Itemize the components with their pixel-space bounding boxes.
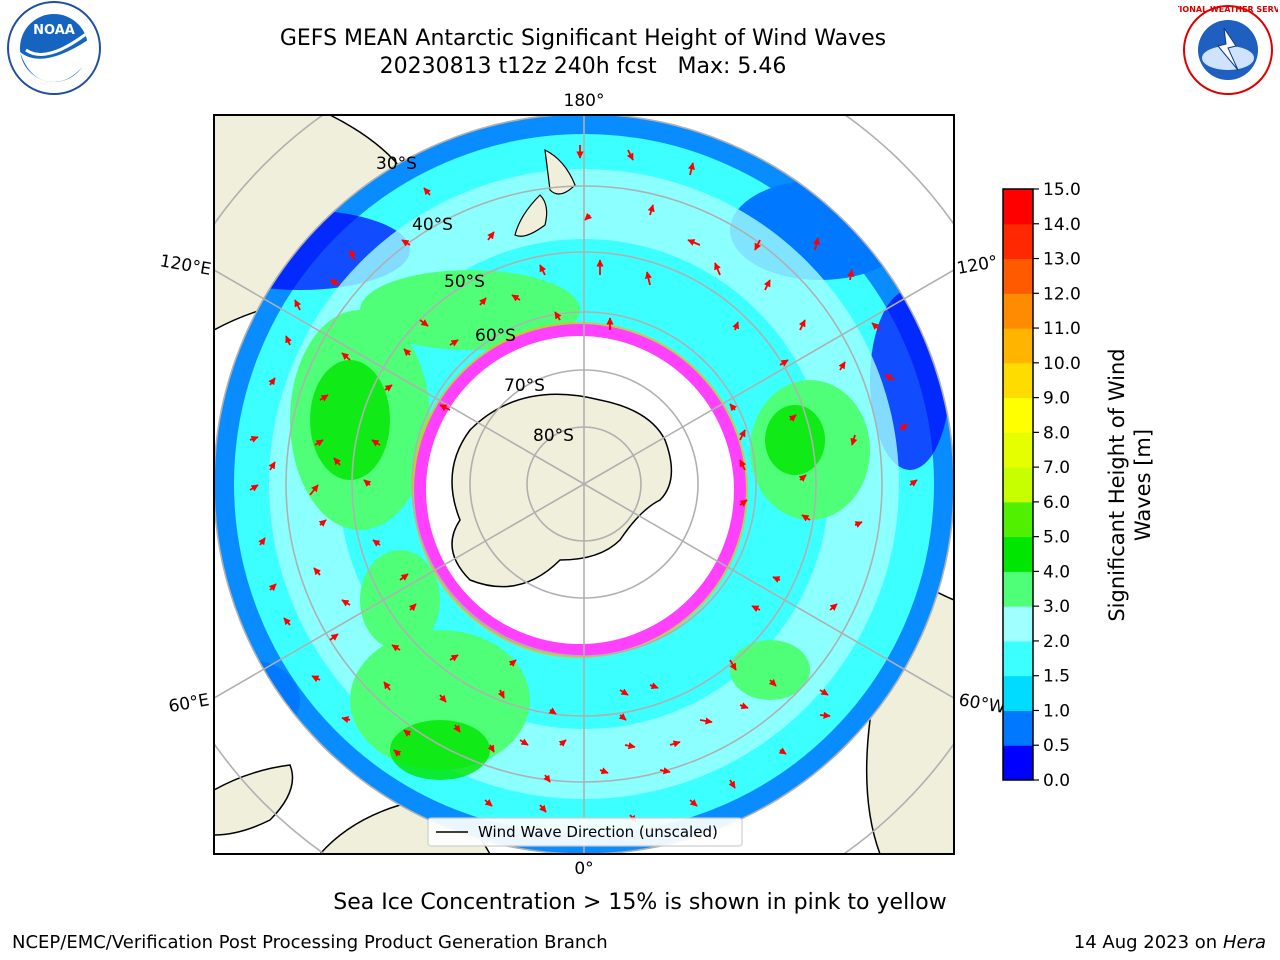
- colorbar-segment: [1003, 501, 1033, 538]
- colorbar-label-line1: Significant Height of Wind: [1105, 348, 1129, 621]
- lon-label-180: 180°: [564, 91, 605, 111]
- lat-label-80s: 80°S: [533, 426, 574, 446]
- sea-ice-caption: Sea Ice Concentration > 15% is shown in …: [333, 890, 947, 915]
- colorbar-tick-label: 13.0: [1043, 250, 1081, 270]
- colorbar-segment: [1003, 606, 1033, 642]
- wave-arrows: [249, 145, 918, 823]
- madagascar-land: [214, 764, 294, 836]
- colorbar-tick-label: 15.0: [1043, 180, 1081, 200]
- nws-logo: NATIONAL WEATHER SERVICE: [1178, 5, 1278, 95]
- colorbar-tick-label: 1.5: [1043, 667, 1070, 687]
- lon-label-60e: 60°E: [167, 690, 211, 717]
- latitude-labels: 30°S 40°S 50°S 60°S 70°S 80°S: [376, 154, 574, 446]
- colorbar-tick-label: 0.0: [1043, 771, 1070, 791]
- longitude-grid: [214, 115, 954, 854]
- lon-label-0: 0°: [574, 859, 593, 879]
- longitude-labels: 180° 0° 120°E 120° 60°E 60°W: [158, 91, 1007, 879]
- colorbar-tick-label: 2.0: [1043, 632, 1070, 652]
- map-subtitle: 20230813 t12z 240h fcst Max: 5.46: [379, 54, 787, 79]
- lat-label-60s: 60°S: [475, 326, 516, 346]
- colorbar-segment: [1003, 745, 1033, 781]
- colorbar-segment: [1003, 467, 1033, 503]
- colorbar-tick-label: 10.0: [1043, 354, 1081, 374]
- colorbar-tick-label: 5.0: [1043, 528, 1070, 548]
- colorbar-tick-label: 11.0: [1043, 319, 1081, 339]
- colorbar: [1002, 188, 1034, 781]
- colorbar-segment: [1003, 640, 1033, 677]
- lat-label-70s: 70°S: [504, 376, 545, 396]
- lon-label-60w: 60°W: [957, 690, 1007, 718]
- colorbar-tick-label: 8.0: [1043, 423, 1070, 443]
- colorbar-ticks: 0.0 0.5 1.0 1.5 2.0 3.0 4.0 5.0 6.0 7.0 8.0 9.0 10.0…: [1033, 180, 1081, 791]
- colorbar-tick-label: 4.0: [1043, 562, 1070, 582]
- colorbar-segment: [1003, 293, 1033, 329]
- colorbar-tick-label: 14.0: [1043, 215, 1081, 235]
- colorbar-tick-label: 3.0: [1043, 597, 1070, 617]
- map-content: Wind Wave Direction (unscaled) 30°S 40°S…: [214, 115, 954, 854]
- map-title: GEFS MEAN Antarctic Significant Height o…: [279, 26, 887, 51]
- nws-logo-text: NATIONAL WEATHER SERVICE: [1178, 5, 1278, 14]
- noaa-logo-text: NOAA: [33, 23, 75, 38]
- colorbar-tick-label: 0.5: [1043, 736, 1070, 756]
- noaa-logo: NOAA: [7, 1, 101, 95]
- footer-date-text: 14 Aug 2023 on: [1073, 932, 1218, 953]
- colorbar-segment: [1003, 710, 1033, 746]
- colorbar-segment: [1003, 362, 1033, 399]
- colorbar-tick-label: 6.0: [1043, 493, 1070, 513]
- map-frame: [213, 114, 955, 855]
- colorbar-tick-label: 9.0: [1043, 389, 1070, 409]
- colorbar-segment: [1003, 258, 1033, 294]
- footer-credit: NCEP/EMC/Verification Post Processing Pr…: [12, 932, 608, 953]
- colorbar-segment: [1003, 571, 1033, 607]
- map-legend: Wind Wave Direction (unscaled): [427, 817, 743, 847]
- legend-label: Wind Wave Direction (unscaled): [478, 823, 718, 841]
- new-zealand-land: [544, 148, 576, 195]
- colorbar-segment: [1003, 432, 1033, 468]
- colorbar-segment: [1003, 223, 1033, 260]
- colorbar-segment: [1003, 675, 1033, 711]
- colorbar-segment: [1003, 189, 1033, 225]
- lon-label-120e: 120°E: [158, 251, 212, 280]
- colorbar-segment: [1003, 536, 1033, 572]
- antarctica-land: [451, 393, 673, 588]
- lat-label-30s: 30°S: [376, 154, 417, 174]
- colorbar-label-line2: Waves [m]: [1131, 429, 1155, 541]
- colorbar-segment: [1003, 328, 1033, 364]
- footer-host: Hera: [1222, 932, 1266, 953]
- lat-label-40s: 40°S: [412, 215, 453, 235]
- colorbar-segment: [1003, 397, 1033, 433]
- colorbar-border: [1002, 188, 1034, 781]
- colorbar-tick-label: 1.0: [1043, 701, 1070, 721]
- colorbar-tick-label: 7.0: [1043, 458, 1070, 478]
- colorbar-tick-label: 12.0: [1043, 284, 1081, 304]
- lon-label-120w: 120°: [955, 252, 999, 279]
- footer-date: 14 Aug 2023 on Hera: [1074, 932, 1266, 953]
- lat-label-50s: 50°S: [444, 272, 485, 292]
